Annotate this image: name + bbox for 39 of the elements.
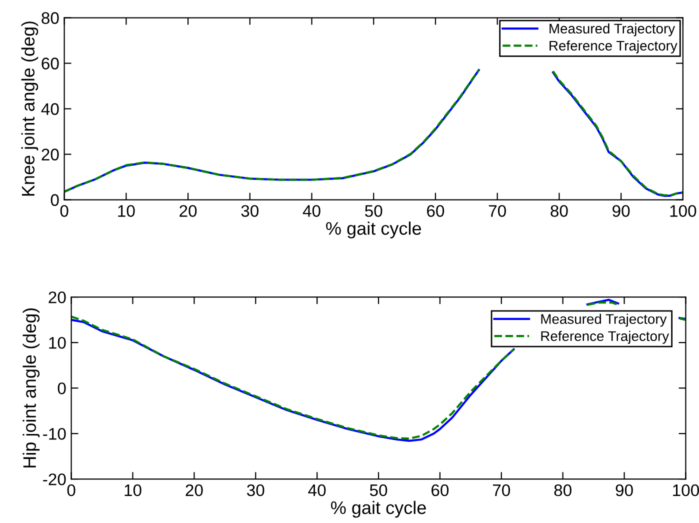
- y-tick-label: 10: [49, 336, 66, 349]
- x-tick-label: 30: [241, 205, 259, 217]
- x-axis-title: % gait cycle: [330, 500, 426, 518]
- y-axis-title: Knee joint angle (deg): [21, 22, 38, 196]
- y-tick-label: -10: [43, 428, 66, 440]
- x-tick-label: 40: [308, 484, 326, 496]
- x-tick-label: 20: [180, 205, 197, 217]
- x-axis-title: % gait cycle: [326, 222, 421, 238]
- legend-label: Measured Trajectory: [541, 314, 667, 327]
- x-tick-label: 100: [673, 484, 699, 496]
- legend-label: Reference Trajectory: [541, 330, 670, 344]
- x-tick-label: 50: [365, 205, 382, 217]
- x-tick-label: 10: [118, 205, 135, 217]
- y-tick-label: -20: [43, 473, 66, 486]
- x-tick-label: 0: [67, 484, 76, 496]
- y-tick-label: 40: [41, 103, 59, 115]
- x-tick-label: 80: [554, 484, 572, 496]
- y-tick-label: 0: [50, 194, 59, 206]
- x-tick-label: 70: [488, 205, 506, 217]
- x-tick-label: 80: [550, 205, 568, 217]
- y-tick-label: 20: [42, 148, 59, 160]
- x-tick-label: 20: [186, 484, 203, 496]
- x-tick-label: 70: [492, 484, 510, 496]
- x-tick-label: 60: [427, 205, 444, 217]
- y-tick-label: 80: [42, 12, 59, 24]
- x-tick-label: 40: [302, 205, 320, 217]
- y-axis-title: Hip joint angle (deg): [22, 308, 40, 468]
- y-tick-label: 20: [48, 291, 66, 304]
- legend-label: Reference Trajectory: [550, 40, 678, 54]
- x-tick-label: 30: [246, 484, 264, 496]
- x-tick-label: 100: [670, 205, 696, 217]
- x-tick-label: 10: [124, 484, 142, 496]
- x-tick-label: 90: [616, 484, 633, 496]
- x-tick-label: 90: [612, 205, 630, 217]
- x-tick-label: 60: [432, 484, 449, 496]
- y-tick-label: 0: [58, 382, 66, 394]
- x-tick-label: 50: [370, 484, 388, 496]
- y-tick-label: 60: [42, 58, 59, 70]
- legend-label: Measured Trajectory: [550, 23, 676, 36]
